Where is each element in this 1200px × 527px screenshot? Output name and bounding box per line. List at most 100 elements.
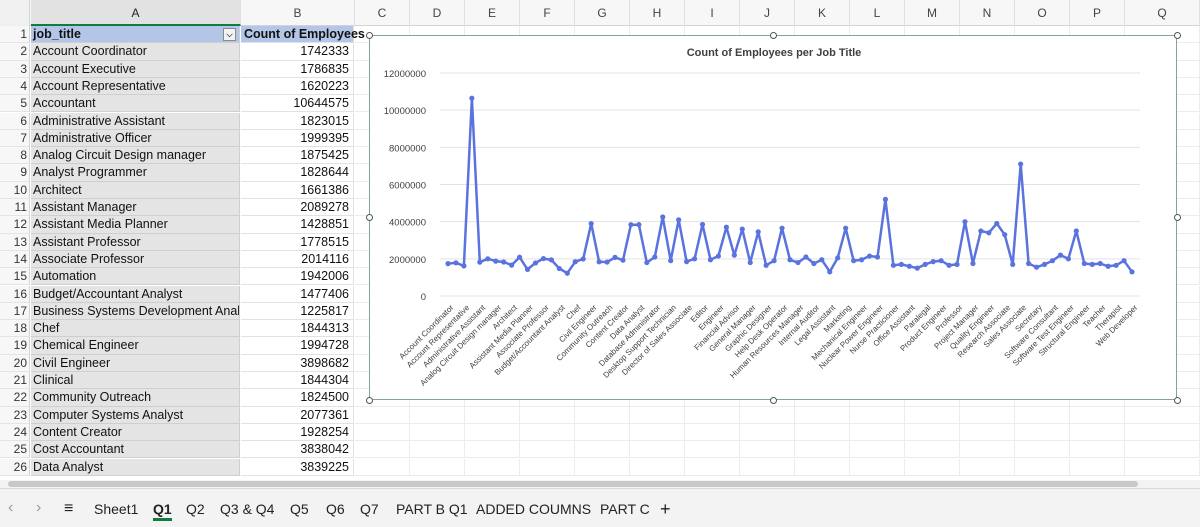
all-sheets-menu-icon[interactable]: ≡ [64,500,74,517]
row-number[interactable]: 6 [0,112,30,130]
job-title-cell[interactable]: Chemical Engineer [31,337,240,355]
empty-cell[interactable] [575,441,630,459]
row-number[interactable]: 19 [0,337,30,355]
job-title-cell[interactable]: Associate Professor [31,250,240,269]
row-number[interactable]: 26 [0,458,30,476]
row-number[interactable]: 8 [0,147,30,165]
empty-cell[interactable] [685,406,740,424]
job-title-cell[interactable]: Administrative Assistant [31,112,240,130]
job-title-cell[interactable]: Account Executive [31,60,240,78]
empty-cell[interactable] [1070,406,1125,424]
row-number[interactable]: 18 [0,320,30,338]
empty-cell[interactable] [1015,406,1070,424]
empty-cell[interactable] [740,458,795,476]
count-cell[interactable]: 1994728 [241,337,354,355]
prev-sheet-arrow-icon[interactable]: ‹ [8,499,14,516]
empty-cell[interactable] [960,406,1015,424]
empty-cell[interactable] [520,441,575,459]
column-header-g[interactable]: G [575,0,630,26]
empty-cell[interactable] [960,423,1015,442]
empty-cell[interactable] [850,458,905,476]
empty-cell[interactable] [410,406,465,424]
job-title-cell[interactable]: Assistant Media Planner [31,216,240,234]
count-cell[interactable]: 1828644 [241,164,354,182]
sheet-tab[interactable]: Q1 [153,497,172,521]
empty-cell[interactable] [355,458,410,476]
column-header-m[interactable]: M [905,0,960,26]
row-number[interactable]: 12 [0,216,30,234]
horizontal-scrollbar[interactable] [0,480,1200,488]
job-title-cell[interactable]: Assistant Manager [31,199,240,217]
scrollbar-thumb[interactable] [8,481,1138,487]
count-cell[interactable]: 1844304 [241,372,354,390]
count-cell[interactable]: 1824500 [241,389,354,407]
count-cell[interactable]: 1225817 [241,302,354,321]
job-title-cell[interactable]: Chef [31,320,240,338]
empty-cell[interactable] [410,458,465,476]
row-number[interactable]: 20 [0,354,30,372]
row-number[interactable]: 14 [0,250,30,269]
row-number[interactable]: 3 [0,60,30,78]
column-header-q[interactable]: Q [1125,0,1200,26]
empty-cell[interactable] [355,406,410,424]
empty-cell[interactable] [740,441,795,459]
empty-cell[interactable] [1070,458,1125,476]
job-title-cell[interactable]: Account Coordinator [31,43,240,61]
column-header-k[interactable]: K [795,0,850,26]
empty-cell[interactable] [960,441,1015,459]
empty-cell[interactable] [465,423,520,442]
empty-cell[interactable] [1070,423,1125,442]
empty-cell[interactable] [685,458,740,476]
empty-cell[interactable] [1125,441,1200,459]
job-title-cell[interactable]: Administrative Officer [31,129,240,148]
count-cell[interactable]: 1477406 [241,285,354,303]
sheet-tab[interactable]: Q7 [360,501,379,517]
empty-cell[interactable] [795,423,850,442]
empty-cell[interactable] [520,406,575,424]
next-sheet-arrow-icon[interactable]: › [36,499,42,516]
sheet-tab[interactable]: Q2 [186,501,205,517]
column-header-a[interactable]: A [31,0,241,26]
job-title-cell[interactable]: Analyst Programmer [31,164,240,182]
empty-cell[interactable] [905,423,960,442]
empty-cell[interactable] [355,423,410,442]
empty-cell[interactable] [465,458,520,476]
count-cell[interactable]: 1620223 [241,77,354,96]
job-title-cell[interactable]: Analog Circuit Design manager [31,147,240,165]
empty-cell[interactable] [630,458,685,476]
empty-cell[interactable] [850,441,905,459]
chart-handle-mr[interactable] [1174,214,1181,221]
sheet-tab[interactable]: Q5 [290,501,309,517]
job-title-cell[interactable]: Data Analyst [31,458,240,476]
job-title-cell[interactable]: Account Representative [31,77,240,96]
column-header-b[interactable]: B [241,0,355,26]
count-cell[interactable]: 1823015 [241,112,354,130]
empty-cell[interactable] [1070,441,1125,459]
empty-cell[interactable] [1015,458,1070,476]
job-title-cell[interactable]: Automation [31,268,240,286]
count-cell[interactable]: 1786835 [241,60,354,78]
job-title-cell[interactable]: Cost Accountant [31,441,240,459]
empty-cell[interactable] [1125,458,1200,476]
empty-cell[interactable] [740,406,795,424]
job-title-cell[interactable]: Accountant [31,95,240,113]
row-number[interactable]: 1 [0,26,30,44]
row-number[interactable]: 17 [0,302,30,321]
count-cell[interactable]: 1844313 [241,320,354,338]
empty-cell[interactable] [685,441,740,459]
column-header-n[interactable]: N [960,0,1015,26]
empty-cell[interactable] [850,406,905,424]
empty-cell[interactable] [630,441,685,459]
chart-handle-bm[interactable] [770,397,777,404]
chart-handle-tm[interactable] [770,32,777,39]
empty-cell[interactable] [575,423,630,442]
count-cell[interactable]: 2089278 [241,199,354,217]
row-number[interactable]: 5 [0,95,30,113]
job-title-cell[interactable]: Community Outreach [31,389,240,407]
line-chart[interactable]: Count of Employees per Job Title 0 2000000… [369,35,1177,400]
empty-cell[interactable] [1015,423,1070,442]
job-title-cell[interactable]: Content Creator [31,423,240,442]
column-header-c[interactable]: C [355,0,410,26]
sheet-tab[interactable]: Sheet1 [94,501,139,517]
empty-cell[interactable] [575,406,630,424]
